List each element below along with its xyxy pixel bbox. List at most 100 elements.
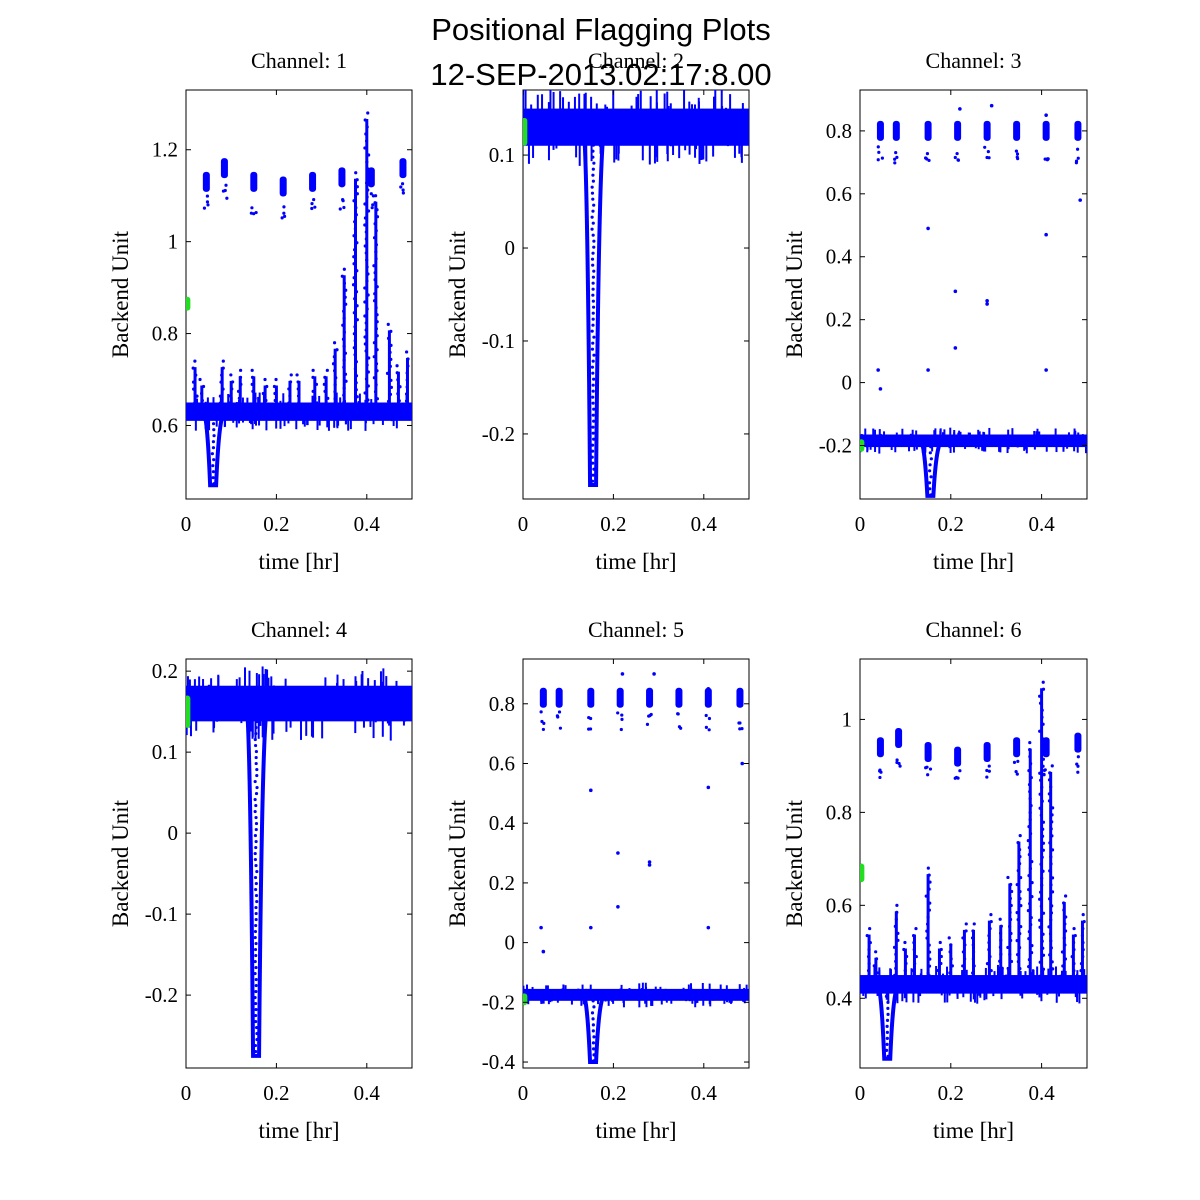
dip-point [590,365,595,369]
spike-point [364,328,368,332]
spike-point [191,380,196,384]
outlier-point [1044,113,1048,117]
spike-point [1029,762,1033,766]
spike-point [265,384,269,389]
spike-point [1062,901,1066,905]
spike-point [1047,974,1051,978]
spike-point [1010,889,1014,894]
spike-point [989,913,993,917]
spike-point [925,922,930,926]
spike-point [354,171,358,175]
spike-point [1041,932,1045,936]
cluster-point [985,768,989,773]
spike-point [961,936,965,940]
dip-point [591,449,595,453]
y-tick-label: 0.4 [489,811,516,835]
cluster-point [987,769,991,773]
cluster [646,687,654,708]
y-tick-label: -0.4 [482,1050,516,1074]
spike-point [903,968,907,973]
spike-point [1017,974,1021,978]
spike-point [948,950,952,954]
spike-point [938,975,942,980]
y-tick-label: 0.2 [152,659,178,683]
spike-point [1030,860,1034,864]
dip-point [592,467,596,471]
spike-point [892,945,897,949]
spike-point [355,304,359,308]
dip-point [254,953,258,958]
spike-point [971,978,975,982]
spike-point [1050,764,1054,768]
spike-point [911,968,916,973]
spike-point [961,964,965,968]
spike-point [353,227,357,231]
spike-point [342,267,346,271]
spike-point [1030,944,1034,948]
spike-point [375,334,379,338]
spike-point [1038,925,1042,929]
cluster-point [740,727,744,731]
spike-point [1027,846,1031,850]
cluster [1042,120,1050,141]
dip-point [253,737,257,742]
spike-point [1009,903,1013,908]
spike-point [372,264,376,268]
spike-point [1081,976,1086,980]
spike-point [1040,785,1044,789]
spike-point [1041,764,1045,768]
dip-point [886,1012,890,1016]
spike-point [971,950,976,954]
spike-point [365,160,369,164]
spike-point [999,952,1003,956]
spike-point [343,372,348,376]
spike-point [1009,959,1014,964]
dip-point [885,1042,889,1046]
dip-point [928,439,932,443]
spike-point [374,306,378,310]
spike-point [375,320,379,324]
spike-point [363,342,367,346]
spike-point [1048,932,1053,936]
cluster-point [895,758,899,762]
dip-point [254,983,258,988]
spike-point [1028,832,1033,836]
spike-point [1049,911,1054,915]
spike-point [363,202,367,206]
spike-point [914,954,918,959]
spike-point [1027,937,1031,941]
outlier-point [878,387,883,391]
spike-point [221,408,226,412]
spike-point [373,390,378,394]
spike-point [386,406,390,410]
spike-point [364,251,368,255]
spike-point [228,401,232,405]
spike-point [335,348,339,352]
spike-point [1048,771,1052,775]
spike-point [1060,950,1065,954]
spike-point [867,961,871,966]
spike-point [365,279,369,283]
outlier-point [589,925,593,930]
spike-point [195,394,199,398]
spike-point [1018,848,1022,852]
spike-point [221,359,225,363]
spike-point [1040,939,1044,943]
dip-point [254,965,258,970]
spike-point [1028,741,1032,745]
spike-point [1041,680,1045,684]
y-tick-label: 0.6 [489,751,515,775]
spike-point [365,181,369,185]
spike-point [353,220,357,224]
spike-point [988,927,992,931]
cluster-point [282,205,286,209]
spike-point [928,880,932,884]
spike-point [353,409,357,413]
cluster [895,728,903,749]
spike-point [1047,925,1051,929]
cluster-point [310,202,314,206]
dip-point [211,470,216,474]
spike-point [374,404,378,408]
channel-panel: 0 0.2 0.4 -0.2 -0.1 0 0.1 Channel: 2 time [hr] Ba… [445,48,750,574]
spike-point [1018,967,1022,971]
